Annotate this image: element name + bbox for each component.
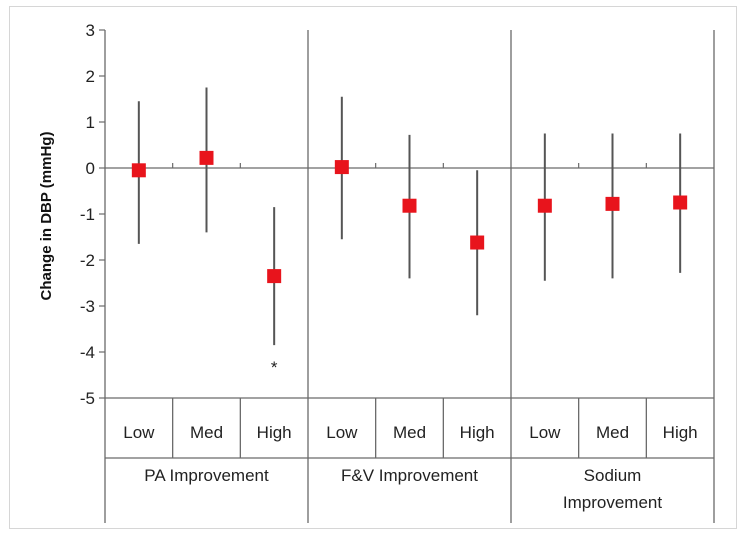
y-tick-label: -2 <box>80 251 95 270</box>
level-label-med: Med <box>393 423 426 442</box>
y-tick-label: -3 <box>80 297 95 316</box>
data-point-marker <box>402 198 417 213</box>
chart-frame <box>9 6 737 529</box>
data-point-marker <box>673 195 688 210</box>
y-tick-label: 3 <box>86 21 95 40</box>
data-point-marker <box>334 160 349 175</box>
group-label: PA Improvement <box>144 466 269 485</box>
y-tick-label: -5 <box>80 389 95 408</box>
data-point-marker <box>131 163 146 178</box>
y-tick-label: -1 <box>80 205 95 224</box>
level-label-high: High <box>460 423 495 442</box>
y-tick-label: 0 <box>86 159 95 178</box>
data-point-marker <box>537 198 552 213</box>
level-label-low: Low <box>326 423 358 442</box>
data-point-marker <box>267 269 282 284</box>
y-tick-label: -4 <box>80 343 95 362</box>
level-label-high: High <box>257 423 292 442</box>
y-tick-label: 2 <box>86 67 95 86</box>
level-label-high: High <box>663 423 698 442</box>
data-point-marker <box>605 196 620 211</box>
level-label-low: Low <box>123 423 155 442</box>
group-label: F&V Improvement <box>341 466 478 485</box>
significance-marker: * <box>271 358 278 377</box>
level-label-med: Med <box>596 423 629 442</box>
y-tick-label: 1 <box>86 113 95 132</box>
level-label-low: Low <box>529 423 561 442</box>
group-label: Sodium <box>584 466 642 485</box>
data-point-marker <box>470 235 485 250</box>
y-axis-label: Change in DBP (mmHg) <box>38 132 55 301</box>
data-point-marker <box>199 150 214 165</box>
group-label: Improvement <box>563 493 662 512</box>
level-label-med: Med <box>190 423 223 442</box>
